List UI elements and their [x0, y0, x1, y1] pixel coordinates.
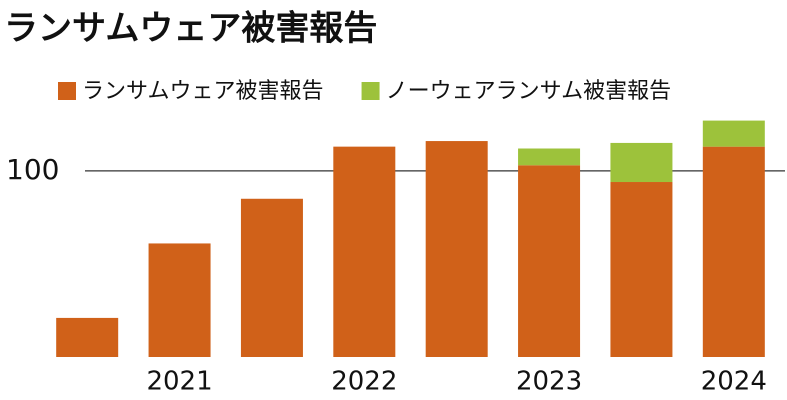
bar-segment — [425, 141, 488, 357]
chart-title: ランサムウェア被害報告 — [4, 9, 377, 49]
bar-segment — [518, 148, 581, 166]
x-tick-label: 2023 — [516, 367, 582, 397]
bar-segment — [702, 146, 765, 357]
bar-segment — [702, 120, 765, 147]
bar-segment — [56, 317, 119, 357]
y-tick-label: 100 — [6, 153, 59, 186]
bar-segment — [610, 182, 673, 357]
legend-swatch — [361, 82, 380, 100]
x-tick-label: 2022 — [331, 367, 397, 397]
legend-label: ランサムウェア被害報告 — [82, 79, 324, 104]
x-tick-label: 2021 — [146, 367, 212, 397]
legend-label: ノーウェアランサム被害報告 — [386, 79, 672, 104]
bar-segment — [518, 165, 581, 357]
bar-segment — [333, 146, 396, 357]
bar-segment — [148, 243, 211, 357]
legend-swatch — [58, 82, 76, 100]
x-tick-label: 2024 — [701, 367, 767, 397]
bar-segment — [610, 142, 673, 183]
bar-segment — [240, 198, 303, 357]
